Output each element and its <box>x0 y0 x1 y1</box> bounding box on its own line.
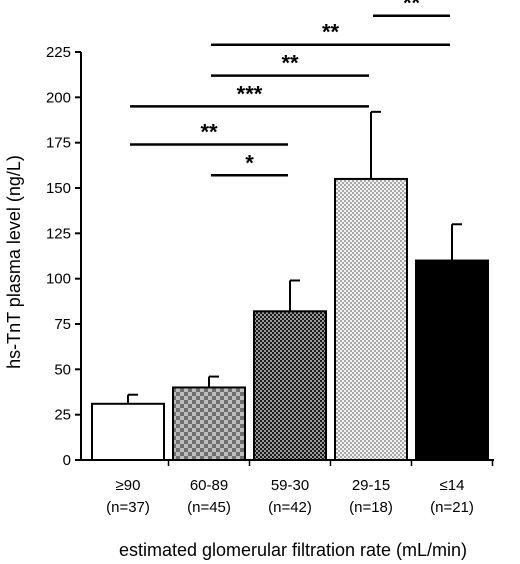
bar-0 <box>91 402 165 461</box>
significance-label-0: ** <box>403 0 421 16</box>
category-n-label-3: (n=18) <box>349 499 393 516</box>
y-axis-title: hs-TnT plasma level (ng/L) <box>4 155 24 369</box>
category-label-2: 59-30 <box>271 477 309 494</box>
x-axis: ≥90 (n=37) 60-89 (n=45) 59-30 (n=42) 29-15 (n=1… <box>81 459 494 516</box>
y-tick-label-200: 200 <box>46 89 71 106</box>
significance-label-2: ** <box>281 51 299 76</box>
significance-label-1: ** <box>322 20 340 45</box>
significance-label-3: *** <box>237 81 263 106</box>
category-label-1: 60-89 <box>190 477 228 494</box>
y-tick-label-25: 25 <box>54 407 71 424</box>
category-n-label-0: (n=37) <box>106 499 150 516</box>
bars <box>91 110 489 462</box>
category-label-4: ≤14 <box>440 477 465 494</box>
bar-2 <box>253 310 327 461</box>
bar-1 <box>172 386 246 462</box>
bar-3 <box>334 177 408 462</box>
y-axis: 0 25 50 75 100 125 150 175 200 225 <box>46 44 82 469</box>
x-axis-title: estimated glomerular filtration rate (mL… <box>119 540 467 560</box>
y-tick-label-75: 75 <box>54 316 71 333</box>
category-n-label-4: (n=21) <box>430 499 474 516</box>
category-label-0: ≥90 <box>116 477 141 494</box>
significance-label-5: * <box>245 150 254 175</box>
y-tick-label-0: 0 <box>63 452 71 469</box>
y-tick-label-100: 100 <box>46 271 71 288</box>
y-tick-label-175: 175 <box>46 135 71 152</box>
y-tick-label-225: 225 <box>46 44 71 61</box>
category-n-label-2: (n=42) <box>268 499 312 516</box>
bar-4 <box>415 259 489 461</box>
significance-label-4: ** <box>200 119 218 144</box>
category-label-3: 29-15 <box>352 477 390 494</box>
y-tick-label-125: 125 <box>46 225 71 242</box>
category-n-label-1: (n=45) <box>187 499 231 516</box>
significance-brackets: ************ <box>130 0 450 177</box>
y-tick-label-150: 150 <box>46 180 71 197</box>
y-tick-label-50: 50 <box>54 361 71 378</box>
